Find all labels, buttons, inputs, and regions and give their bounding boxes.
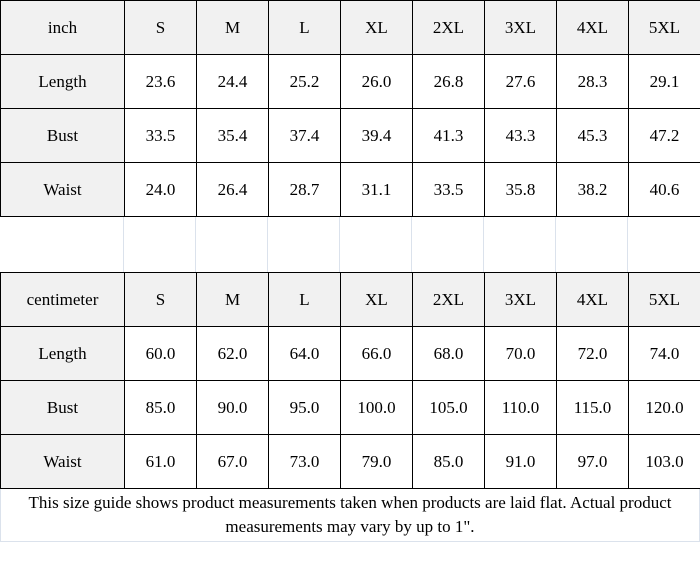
value-cell: 33.5 [412, 162, 485, 217]
footnote: This size guide shows product measuremen… [0, 489, 700, 542]
value-cell: 47.2 [628, 108, 700, 163]
value-cell: 26.8 [412, 54, 485, 109]
gap-cell [196, 217, 268, 272]
value-cell: 91.0 [484, 434, 557, 489]
gap-cell [340, 217, 412, 272]
value-cell: 31.1 [340, 162, 413, 217]
value-cell: 85.0 [124, 380, 197, 435]
row-label-cell: Length [0, 54, 125, 109]
value-cell: 26.0 [340, 54, 413, 109]
value-cell: 23.6 [124, 54, 197, 109]
measurement-row: Bust 85.0 90.0 95.0 100.0 105.0 110.0 115.0 120.… [0, 380, 700, 435]
table-gap-row [0, 217, 700, 272]
value-cell: 43.3 [484, 108, 557, 163]
size-table-inch: inch S M L XL 2XL 3XL 4XL 5XL Length 23.6 24.4 25.2 2… [0, 0, 700, 217]
value-cell: 79.0 [340, 434, 413, 489]
value-cell: 115.0 [556, 380, 629, 435]
value-cell: 38.2 [556, 162, 629, 217]
value-cell: 95.0 [268, 380, 341, 435]
value-cell: 25.2 [268, 54, 341, 109]
value-cell: 103.0 [628, 434, 700, 489]
size-header-cell: 4XL [556, 0, 629, 55]
unit-header-cell: centimeter [0, 272, 125, 327]
gap-cell [268, 217, 340, 272]
measurement-row: Bust 33.5 35.4 37.4 39.4 41.3 43.3 45.3 47.2 [0, 108, 700, 163]
value-cell: 28.7 [268, 162, 341, 217]
value-cell: 73.0 [268, 434, 341, 489]
value-cell: 66.0 [340, 326, 413, 381]
header-row: inch S M L XL 2XL 3XL 4XL 5XL [0, 0, 700, 55]
value-cell: 90.0 [196, 380, 269, 435]
value-cell: 35.8 [484, 162, 557, 217]
value-cell: 85.0 [412, 434, 485, 489]
value-cell: 28.3 [556, 54, 629, 109]
size-header-cell: M [196, 272, 269, 327]
row-label-cell: Bust [0, 108, 125, 163]
value-cell: 97.0 [556, 434, 629, 489]
size-table-centimeter: centimeter S M L XL 2XL 3XL 4XL 5XL Length 60.0 62.… [0, 272, 700, 489]
row-label-cell: Waist [0, 162, 125, 217]
gap-cell [124, 217, 196, 272]
value-cell: 33.5 [124, 108, 197, 163]
measurement-row: Waist 24.0 26.4 28.7 31.1 33.5 35.8 38.2 40.6 [0, 162, 700, 217]
size-header-cell: L [268, 272, 341, 327]
size-header-cell: 4XL [556, 272, 629, 327]
row-label-cell: Waist [0, 434, 125, 489]
size-header-cell: 3XL [484, 272, 557, 327]
gap-cell [556, 217, 628, 272]
value-cell: 64.0 [268, 326, 341, 381]
size-header-cell: S [124, 0, 197, 55]
value-cell: 40.6 [628, 162, 700, 217]
size-header-cell: M [196, 0, 269, 55]
value-cell: 27.6 [484, 54, 557, 109]
value-cell: 61.0 [124, 434, 197, 489]
value-cell: 110.0 [484, 380, 557, 435]
value-cell: 37.4 [268, 108, 341, 163]
value-cell: 67.0 [196, 434, 269, 489]
value-cell: 105.0 [412, 380, 485, 435]
value-cell: 24.4 [196, 54, 269, 109]
gap-cell [0, 217, 124, 272]
size-header-cell: 3XL [484, 0, 557, 55]
value-cell: 70.0 [484, 326, 557, 381]
value-cell: 24.0 [124, 162, 197, 217]
footnote-text: This size guide shows product measuremen… [28, 493, 672, 536]
value-cell: 41.3 [412, 108, 485, 163]
size-header-cell: 5XL [628, 0, 700, 55]
size-header-cell: S [124, 272, 197, 327]
value-cell: 68.0 [412, 326, 485, 381]
unit-header-cell: inch [0, 0, 125, 55]
measurement-row: Waist 61.0 67.0 73.0 79.0 85.0 91.0 97.0 103.0 [0, 434, 700, 489]
value-cell: 62.0 [196, 326, 269, 381]
header-row: centimeter S M L XL 2XL 3XL 4XL 5XL [0, 272, 700, 327]
size-header-cell: L [268, 0, 341, 55]
size-header-cell: 5XL [628, 272, 700, 327]
measurement-row: Length 60.0 62.0 64.0 66.0 68.0 70.0 72.0 74.0 [0, 326, 700, 381]
measurement-row: Length 23.6 24.4 25.2 26.0 26.8 27.6 28.3 29.1 [0, 54, 700, 109]
value-cell: 39.4 [340, 108, 413, 163]
value-cell: 74.0 [628, 326, 700, 381]
value-cell: 26.4 [196, 162, 269, 217]
value-cell: 45.3 [556, 108, 629, 163]
value-cell: 60.0 [124, 326, 197, 381]
gap-cell [412, 217, 484, 272]
value-cell: 29.1 [628, 54, 700, 109]
value-cell: 100.0 [340, 380, 413, 435]
size-header-cell: XL [340, 0, 413, 55]
row-label-cell: Bust [0, 380, 125, 435]
size-header-cell: 2XL [412, 0, 485, 55]
value-cell: 72.0 [556, 326, 629, 381]
size-header-cell: 2XL [412, 272, 485, 327]
size-header-cell: XL [340, 272, 413, 327]
value-cell: 120.0 [628, 380, 700, 435]
gap-cell [628, 217, 700, 272]
row-label-cell: Length [0, 326, 125, 381]
gap-cell [484, 217, 556, 272]
value-cell: 35.4 [196, 108, 269, 163]
